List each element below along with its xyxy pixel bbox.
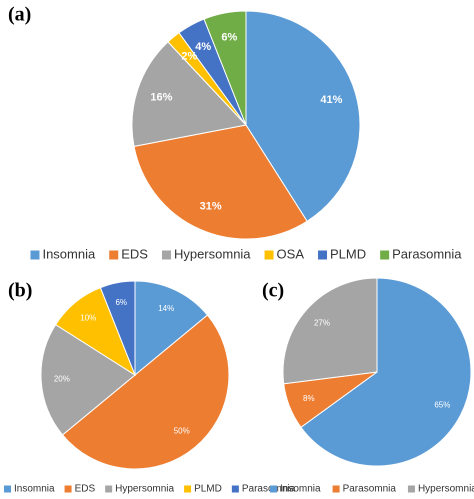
data-label: 4% [195,41,211,53]
pie [282,277,472,467]
data-label: 8% [303,394,315,403]
legend-swatch [30,250,40,260]
pie [40,280,230,470]
legend-label: Hypersomnia [115,484,174,495]
legend-swatch [231,485,239,493]
legend: Insomnia EDS Hypersomnia OSA PLMD Parasomnia [30,246,462,261]
data-label: 20% [54,375,70,384]
pie-slice [40,323,136,436]
legend-label: PLMD [194,484,222,495]
data-label: 65% [434,400,450,409]
legend-swatch [380,250,390,260]
legend-swatch [184,485,192,493]
legend-label: Insomnia [280,484,321,495]
pie-slice [133,124,308,240]
legend: Insomnia EDS Hypersomnia PLMD Parasomnia [4,484,296,495]
data-label: 2% [181,50,197,62]
legend-swatch [407,485,415,493]
legend-swatch [318,250,328,260]
panel-label: (c) [262,280,284,302]
pie-slice [61,314,230,470]
panel-label: (b) [8,280,32,302]
pie-slice [131,41,247,147]
pie-slice [245,10,361,222]
pie-slice [99,280,136,376]
legend-label: Parasomnia [392,246,462,261]
pie-slice [134,280,209,377]
data-label: 16% [150,91,172,103]
pie-slice [203,10,247,126]
pie-slice [300,277,472,467]
legend-label: OSA [277,246,305,261]
data-label: 10% [80,314,96,323]
pie-slice [282,277,378,385]
data-label: 6% [115,298,127,307]
legend-label: Parasomnia [343,484,397,495]
data-label: 31% [200,201,222,213]
legend-label: Hypersomnia [418,484,474,495]
legend-label: Insomnia [42,246,96,261]
legend-swatch [64,485,72,493]
legend-swatch [109,250,119,260]
legend-swatch [332,485,340,493]
legend-swatch [161,250,171,260]
legend-label: EDS [75,484,96,495]
legend: Insomnia Parasomnia Hypersomnia [270,484,474,495]
legend-swatch [264,250,274,260]
data-label: 14% [158,304,174,313]
pie [131,10,361,240]
data-label: 41% [320,94,342,106]
panel-label: (a) [8,4,31,26]
legend-label: Hypersomnia [174,246,251,261]
legend-swatch [105,485,113,493]
legend-swatch [4,485,11,493]
legend-label: EDS [121,246,148,261]
legend-swatch [270,485,277,493]
legend-label: Insomnia [14,484,55,495]
data-label: 27% [314,319,330,328]
legend-label: PLMD [330,246,366,261]
legend-label: Parasomnia [242,484,296,495]
data-label: 6% [221,32,237,44]
data-label: 50% [174,427,190,436]
